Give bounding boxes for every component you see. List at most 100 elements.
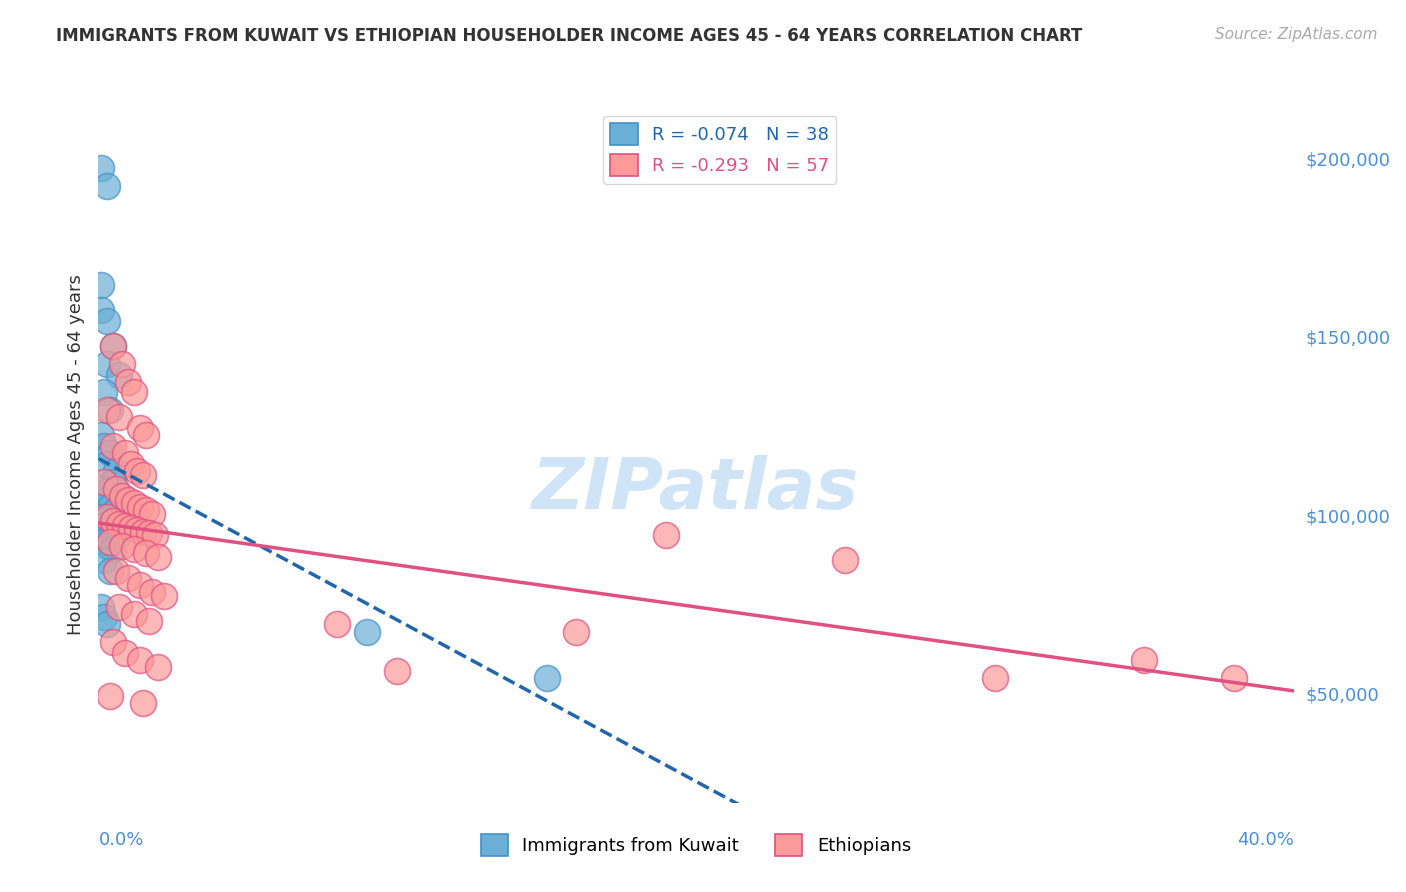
Point	[655, 528, 678, 542]
Point	[93, 385, 115, 400]
Point	[148, 660, 170, 674]
Point	[148, 549, 170, 564]
Point	[129, 578, 152, 592]
Point	[1133, 653, 1156, 667]
Point	[565, 624, 588, 639]
Point	[141, 507, 163, 521]
Point	[138, 614, 160, 628]
Point	[93, 610, 115, 624]
Point	[124, 496, 146, 510]
Point	[138, 526, 160, 541]
Point	[356, 624, 378, 639]
Point	[96, 492, 118, 507]
Point	[96, 510, 118, 524]
Point	[93, 475, 115, 489]
Point	[93, 485, 115, 500]
Point	[129, 421, 152, 435]
Text: 40.0%: 40.0%	[1237, 830, 1294, 848]
Point	[98, 403, 122, 417]
Legend: Immigrants from Kuwait, Ethiopians: Immigrants from Kuwait, Ethiopians	[474, 827, 918, 863]
Point	[90, 428, 112, 442]
Point	[111, 539, 134, 553]
Point	[124, 607, 146, 621]
Point	[93, 514, 115, 528]
Point	[98, 535, 122, 549]
Point	[108, 528, 131, 542]
Point	[90, 278, 112, 293]
Point	[105, 464, 128, 478]
Text: $50,000: $50,000	[1305, 687, 1379, 705]
Point	[120, 457, 142, 471]
Point	[103, 542, 125, 557]
Point	[96, 517, 118, 532]
Point	[96, 314, 118, 328]
Point	[117, 571, 139, 585]
Text: $200,000: $200,000	[1305, 152, 1391, 169]
Point	[93, 553, 115, 567]
Text: 0.0%: 0.0%	[98, 830, 143, 848]
Point	[132, 524, 155, 539]
Text: $100,000: $100,000	[1305, 508, 1391, 526]
Point	[96, 457, 118, 471]
Point	[132, 696, 155, 710]
Point	[90, 599, 112, 614]
Point	[98, 689, 122, 703]
Point	[93, 535, 115, 549]
Point	[103, 439, 125, 453]
Point	[124, 385, 146, 400]
Point	[103, 524, 125, 539]
Point	[105, 503, 128, 517]
Point	[90, 482, 112, 496]
Point	[834, 553, 856, 567]
Point	[129, 500, 152, 514]
Point	[111, 507, 134, 521]
Point	[96, 357, 118, 371]
Point	[98, 521, 122, 535]
Point	[141, 585, 163, 599]
Point	[98, 500, 122, 514]
Point	[129, 653, 152, 667]
Point	[114, 646, 136, 660]
Point	[103, 475, 125, 489]
Point	[103, 514, 125, 528]
Point	[105, 482, 128, 496]
Point	[132, 467, 155, 482]
Point	[135, 546, 157, 560]
Point	[98, 564, 122, 578]
Point	[117, 492, 139, 507]
Point	[114, 446, 136, 460]
Point	[103, 635, 125, 649]
Point	[103, 339, 125, 353]
Text: IMMIGRANTS FROM KUWAIT VS ETHIOPIAN HOUSEHOLDER INCOME AGES 45 - 64 YEARS CORREL: IMMIGRANTS FROM KUWAIT VS ETHIOPIAN HOUS…	[56, 27, 1083, 45]
Point	[108, 410, 131, 425]
Point	[103, 339, 125, 353]
Y-axis label: Householder Income Ages 45 - 64 years: Householder Income Ages 45 - 64 years	[66, 275, 84, 635]
Point	[120, 521, 142, 535]
Point	[117, 375, 139, 389]
Point	[127, 464, 149, 478]
Point	[108, 517, 131, 532]
Point	[96, 617, 118, 632]
Point	[1223, 671, 1246, 685]
Point	[114, 519, 136, 533]
Point	[127, 523, 149, 537]
Point	[96, 178, 118, 193]
Point	[96, 539, 118, 553]
Point	[153, 589, 176, 603]
Point	[385, 664, 409, 678]
Point	[536, 671, 558, 685]
Point	[98, 446, 122, 460]
Point	[135, 428, 157, 442]
Point	[111, 489, 134, 503]
Text: Source: ZipAtlas.com: Source: ZipAtlas.com	[1215, 27, 1378, 42]
Point	[93, 439, 115, 453]
Point	[111, 357, 134, 371]
Point	[135, 503, 157, 517]
Point	[90, 303, 112, 318]
Point	[105, 564, 128, 578]
Point	[96, 403, 118, 417]
Point	[124, 542, 146, 557]
Point	[90, 161, 112, 175]
Point	[108, 599, 131, 614]
Point	[90, 510, 112, 524]
